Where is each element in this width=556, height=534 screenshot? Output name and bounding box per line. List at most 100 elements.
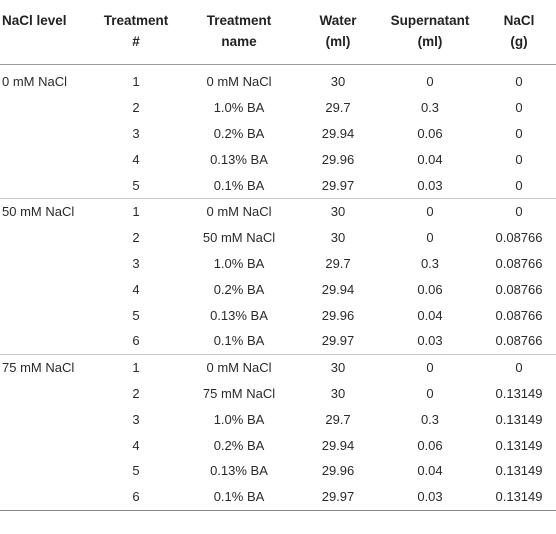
nacl-level-cell: [0, 458, 92, 484]
header-nacl-level: NaCl level: [0, 0, 92, 65]
nacl-level-cell: [0, 381, 92, 407]
header-line: Treatment: [103, 13, 169, 28]
treatment-number-cell: 4: [132, 437, 140, 453]
supernatant-cell: 0: [426, 230, 434, 246]
header-row: NaCl level Treatment # Treatment name Wa…: [0, 0, 556, 65]
supernatant-cell: 0: [426, 385, 434, 401]
nacl-grams-cell: 0: [515, 177, 523, 193]
water-cell: 30: [330, 230, 346, 246]
treatment-name-cell: 0.1% BA: [213, 333, 265, 349]
table-row: 5 0.13% BA 29.96 0.04 0.13149: [0, 458, 556, 484]
water-cell: 29.7: [325, 100, 351, 116]
treatment-name-cell: 0.13% BA: [210, 463, 268, 479]
treatment-name-cell: 0.1% BA: [213, 177, 265, 193]
table-row: 4 0.2% BA 29.94 0.06 0.13149: [0, 432, 556, 458]
supernatant-cell: 0.06: [417, 125, 443, 141]
treatment-number-cell: 3: [132, 125, 140, 141]
table-row: 5 0.1% BA 29.97 0.03 0: [0, 172, 556, 198]
treatment-name-cell: 50 mM NaCl: [202, 230, 276, 246]
treatment-number-cell: 5: [132, 177, 140, 193]
nacl-level-cell: [0, 95, 92, 121]
supernatant-cell: 0.03: [417, 177, 443, 193]
header-line: NaCl level: [2, 13, 67, 28]
supernatant-cell: 0.3: [420, 411, 440, 427]
nacl-grams-cell: 0.13149: [482, 483, 556, 511]
table-row: 0 mM NaCl 1 0 mM NaCl 30 0 0: [0, 65, 556, 95]
treatment-name-cell: 0.13% BA: [210, 307, 268, 323]
supernatant-cell: 0.06: [417, 281, 443, 297]
treatment-name-cell: 1.0% BA: [213, 411, 265, 427]
treatment-number-cell: 6: [92, 483, 180, 511]
nacl-level-cell: [0, 483, 92, 511]
table-row: 75 mM NaCl 1 0 mM NaCl 30 0 0: [0, 353, 556, 381]
header-water: Water (ml): [298, 0, 378, 65]
nacl-grams-cell: 0.13149: [495, 411, 543, 427]
treatment-number-cell: 4: [132, 151, 140, 167]
nacl-level-cell: [0, 406, 92, 432]
water-cell: 30: [298, 353, 378, 381]
supernatant-cell: 0.03: [417, 333, 443, 349]
nacl-level-cell: 0 mM NaCl: [2, 74, 68, 90]
treatment-name-cell: 0 mM NaCl: [206, 74, 272, 90]
header-line: Supernatant: [390, 13, 470, 28]
table-row: 2 50 mM NaCl 30 0 0.08766: [0, 225, 556, 251]
supernatant-cell: 0: [378, 197, 482, 225]
nacl-grams-cell: 0.08766: [495, 230, 543, 246]
nacl-grams-cell: 0: [482, 197, 556, 225]
supernatant-cell: 0.04: [417, 151, 443, 167]
header-treatment-number: Treatment #: [92, 0, 180, 65]
nacl-level-cell: [0, 276, 92, 302]
nacl-level-cell: [0, 121, 92, 147]
nacl-grams-cell: 0.13149: [495, 437, 543, 453]
water-cell: 29.96: [321, 307, 355, 323]
nacl-level-cell: [0, 225, 92, 251]
table-row: 6 0.1% BA 29.97 0.03 0.13149: [0, 483, 556, 511]
header-line: (ml): [417, 34, 443, 49]
supernatant-cell: 0.04: [417, 463, 443, 479]
table-row: 4 0.13% BA 29.96 0.04 0: [0, 146, 556, 172]
header-supernatant: Supernatant (ml): [378, 0, 482, 65]
treatment-number-cell: 1: [132, 74, 140, 90]
treatment-number-cell: 4: [132, 281, 140, 297]
nacl-grams-cell: 0.08766: [495, 255, 543, 271]
header-nacl-grams: NaCl (g): [482, 0, 556, 65]
treatment-number-cell: 2: [132, 385, 140, 401]
nacl-grams-cell: 0: [515, 151, 523, 167]
treatment-name-cell: 0.13% BA: [210, 151, 268, 167]
nacl-level-cell: 75 mM NaCl: [0, 353, 92, 381]
treatment-name-cell: 0.2% BA: [213, 437, 265, 453]
nacl-grams-cell: 0.13149: [495, 385, 543, 401]
treatment-name-cell: 0 mM NaCl: [180, 353, 298, 381]
treatment-number-cell: 5: [132, 307, 140, 323]
treatment-name-cell: 1.0% BA: [213, 255, 265, 271]
supernatant-cell: 0.3: [420, 100, 440, 116]
water-cell: 29.97: [321, 333, 355, 349]
nacl-level-cell: [0, 432, 92, 458]
table-row: 6 0.1% BA 29.97 0.03 0.08766: [0, 328, 556, 354]
nacl-grams-cell: 0: [515, 100, 523, 116]
nacl-treatment-table: NaCl level Treatment # Treatment name Wa…: [0, 0, 556, 511]
treatment-name-cell: 0 mM NaCl: [180, 197, 298, 225]
supernatant-cell: 0.3: [420, 255, 440, 271]
supernatant-cell: 0: [378, 353, 482, 381]
nacl-level-cell: 50 mM NaCl: [0, 197, 92, 225]
water-cell: 30: [298, 197, 378, 225]
table-row: 2 1.0% BA 29.7 0.3 0: [0, 95, 556, 121]
header-line: (ml): [325, 34, 351, 49]
treatment-number-cell: 2: [132, 230, 140, 246]
treatment-number-cell: 1: [92, 353, 180, 381]
treatment-name-cell: 0.2% BA: [213, 125, 265, 141]
table-row: 5 0.13% BA 29.96 0.04 0.08766: [0, 302, 556, 328]
table-header: NaCl level Treatment # Treatment name Wa…: [0, 0, 556, 65]
water-cell: 29.97: [321, 177, 355, 193]
table-row: 50 mM NaCl 1 0 mM NaCl 30 0 0: [0, 197, 556, 225]
header-line: name: [221, 34, 257, 49]
water-cell: 29.96: [321, 463, 355, 479]
water-cell: 29.97: [298, 483, 378, 511]
nacl-grams-cell: 0: [515, 74, 523, 90]
nacl-level-cell: [0, 172, 92, 198]
water-cell: 29.94: [321, 437, 355, 453]
treatment-number-cell: 3: [132, 411, 140, 427]
treatment-number-cell: 1: [92, 197, 180, 225]
